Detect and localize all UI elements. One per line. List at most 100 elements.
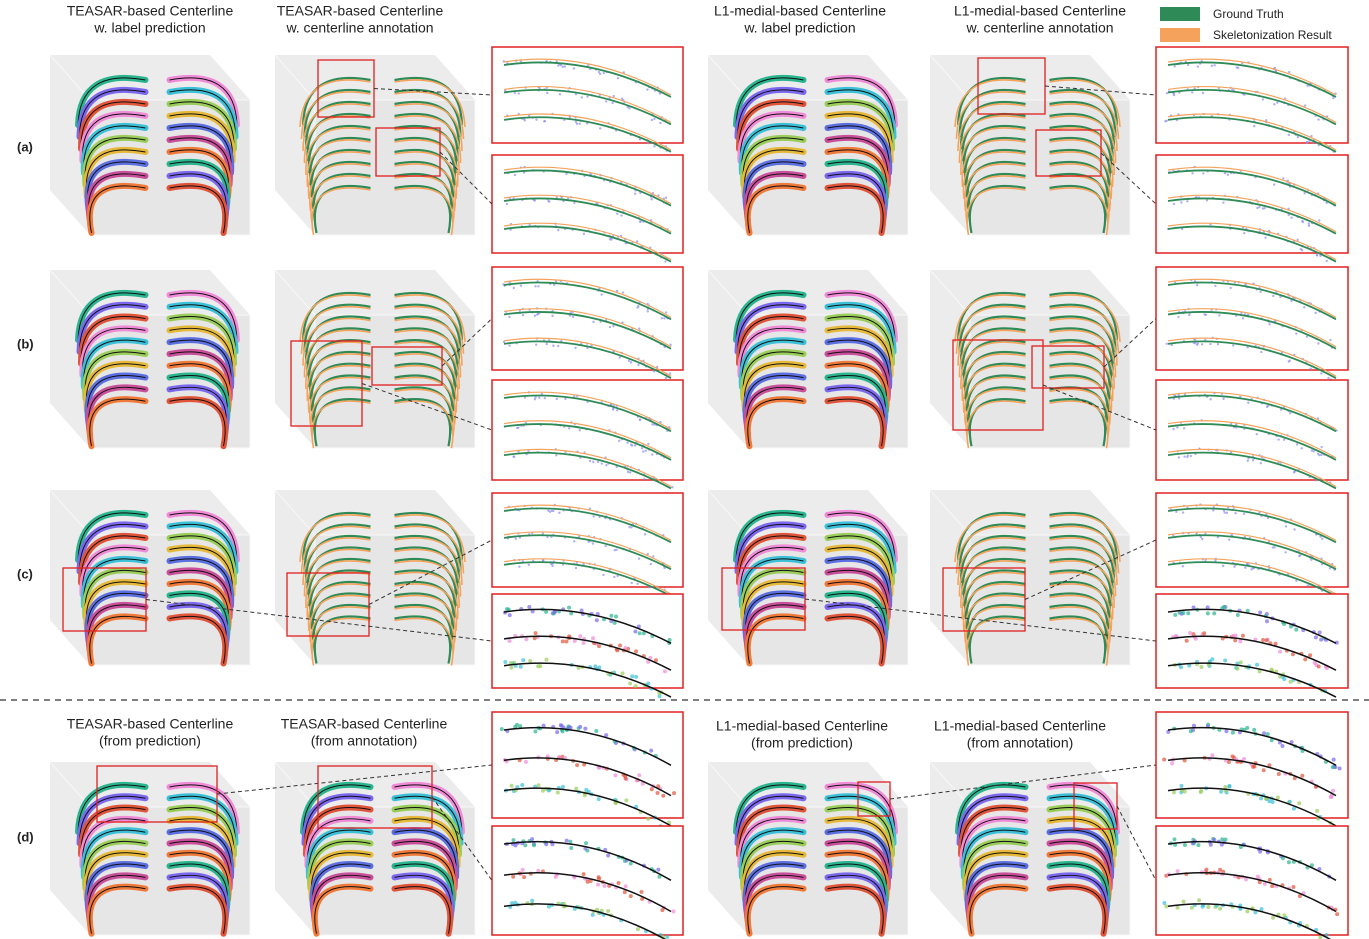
point xyxy=(1247,460,1249,462)
point xyxy=(628,360,630,362)
point xyxy=(597,461,599,463)
point xyxy=(611,102,613,104)
point xyxy=(581,96,583,98)
column-header: w. label prediction xyxy=(743,20,855,36)
point xyxy=(597,875,601,879)
point xyxy=(544,120,546,122)
point xyxy=(532,843,536,847)
point xyxy=(534,631,538,635)
point xyxy=(1320,454,1322,456)
point xyxy=(1270,884,1274,888)
point xyxy=(573,202,575,204)
point xyxy=(629,894,633,898)
point xyxy=(653,145,655,147)
point xyxy=(1182,511,1184,513)
point xyxy=(1252,728,1256,732)
point xyxy=(582,641,586,645)
legend: Ground Truth Skeletonization Result xyxy=(1160,7,1332,42)
point xyxy=(1320,446,1322,448)
point xyxy=(517,426,519,428)
point xyxy=(1303,657,1307,661)
point xyxy=(646,88,648,90)
point xyxy=(1242,317,1244,319)
point xyxy=(1242,757,1246,761)
point xyxy=(1265,638,1269,642)
point xyxy=(574,347,576,349)
point xyxy=(1245,726,1249,730)
point xyxy=(620,214,622,216)
point xyxy=(557,229,559,231)
point xyxy=(548,200,550,202)
point xyxy=(1308,225,1310,227)
point xyxy=(1186,611,1190,615)
point xyxy=(1295,580,1297,582)
point xyxy=(1191,91,1193,93)
point xyxy=(1235,667,1239,671)
point xyxy=(1172,790,1176,794)
point xyxy=(1241,634,1245,638)
point xyxy=(1196,344,1198,346)
point xyxy=(582,872,586,876)
point xyxy=(638,631,642,635)
column-header: (from annotation) xyxy=(311,733,418,749)
point xyxy=(1243,232,1245,234)
point xyxy=(621,98,623,100)
column-header: w. label prediction xyxy=(93,20,205,36)
point xyxy=(1288,71,1290,73)
point xyxy=(1194,342,1196,344)
point xyxy=(1172,428,1174,430)
point xyxy=(606,853,610,857)
point xyxy=(1202,631,1206,635)
point xyxy=(535,343,537,345)
point xyxy=(592,515,594,517)
point xyxy=(618,440,620,442)
point xyxy=(1234,512,1236,514)
point xyxy=(508,316,510,318)
point xyxy=(557,345,559,347)
point xyxy=(1317,664,1321,668)
point xyxy=(637,364,639,366)
point xyxy=(1273,546,1275,548)
point xyxy=(569,846,573,850)
point xyxy=(544,658,548,662)
point xyxy=(1228,538,1230,540)
point xyxy=(1222,605,1226,609)
point xyxy=(1301,447,1303,449)
point xyxy=(1224,172,1226,174)
point xyxy=(1179,784,1183,788)
point xyxy=(639,220,641,222)
point xyxy=(562,66,564,68)
point xyxy=(630,361,632,363)
point xyxy=(589,460,591,462)
point xyxy=(1197,65,1199,67)
point xyxy=(1218,314,1220,316)
point xyxy=(584,841,588,845)
point xyxy=(1186,200,1188,202)
point xyxy=(592,542,594,544)
point xyxy=(663,317,665,319)
point xyxy=(1183,455,1185,457)
point xyxy=(1301,220,1303,222)
point xyxy=(1191,172,1193,174)
point xyxy=(634,649,638,653)
point xyxy=(555,730,559,734)
point xyxy=(659,122,661,124)
point xyxy=(1294,628,1298,632)
point xyxy=(511,875,515,879)
point xyxy=(644,449,646,451)
point xyxy=(602,574,604,576)
point xyxy=(1288,360,1290,362)
point xyxy=(630,674,634,678)
point xyxy=(561,639,565,643)
point xyxy=(561,785,565,789)
point xyxy=(643,478,645,480)
point xyxy=(1212,611,1216,615)
point xyxy=(671,486,673,488)
column-header: (from prediction) xyxy=(751,735,853,751)
column-header: L1-medial-based Centerline xyxy=(954,3,1126,19)
point xyxy=(514,174,516,176)
row-label: (a) xyxy=(17,139,33,154)
point xyxy=(1321,538,1323,540)
point xyxy=(576,123,578,125)
point xyxy=(1278,650,1282,654)
